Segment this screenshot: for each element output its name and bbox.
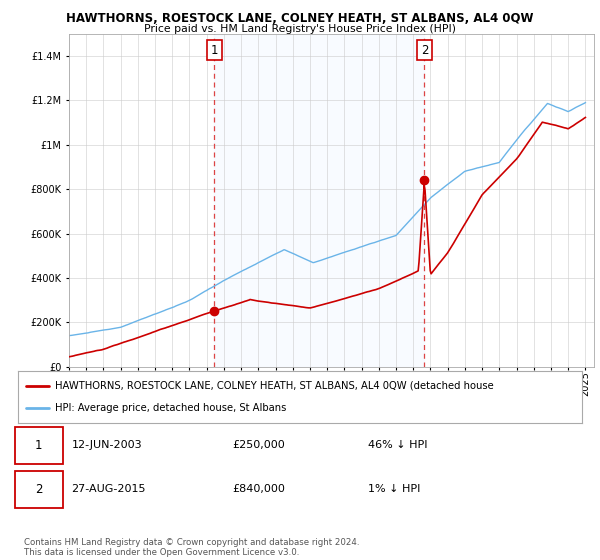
FancyBboxPatch shape <box>15 427 63 464</box>
Bar <box>214 34 424 367</box>
Text: 12-JUN-2003: 12-JUN-2003 <box>71 440 142 450</box>
Text: 27-AUG-2015: 27-AUG-2015 <box>71 484 146 494</box>
Text: HPI: Average price, detached house, St Albans: HPI: Average price, detached house, St A… <box>55 403 286 413</box>
Text: 1: 1 <box>211 44 218 57</box>
Text: Price paid vs. HM Land Registry's House Price Index (HPI): Price paid vs. HM Land Registry's House … <box>144 24 456 34</box>
Text: Contains HM Land Registry data © Crown copyright and database right 2024.
This d: Contains HM Land Registry data © Crown c… <box>24 538 359 557</box>
Text: 1: 1 <box>35 438 43 452</box>
Text: HAWTHORNS, ROESTOCK LANE, COLNEY HEATH, ST ALBANS, AL4 0QW (detached house: HAWTHORNS, ROESTOCK LANE, COLNEY HEATH, … <box>55 381 493 391</box>
Text: HAWTHORNS, ROESTOCK LANE, COLNEY HEATH, ST ALBANS, AL4 0QW: HAWTHORNS, ROESTOCK LANE, COLNEY HEATH, … <box>66 12 534 25</box>
Text: 46% ↓ HPI: 46% ↓ HPI <box>368 440 427 450</box>
FancyBboxPatch shape <box>15 470 63 508</box>
Text: 2: 2 <box>35 483 43 496</box>
Text: £250,000: £250,000 <box>232 440 285 450</box>
Text: £840,000: £840,000 <box>232 484 285 494</box>
Text: 1% ↓ HPI: 1% ↓ HPI <box>368 484 420 494</box>
Text: 2: 2 <box>421 44 428 57</box>
